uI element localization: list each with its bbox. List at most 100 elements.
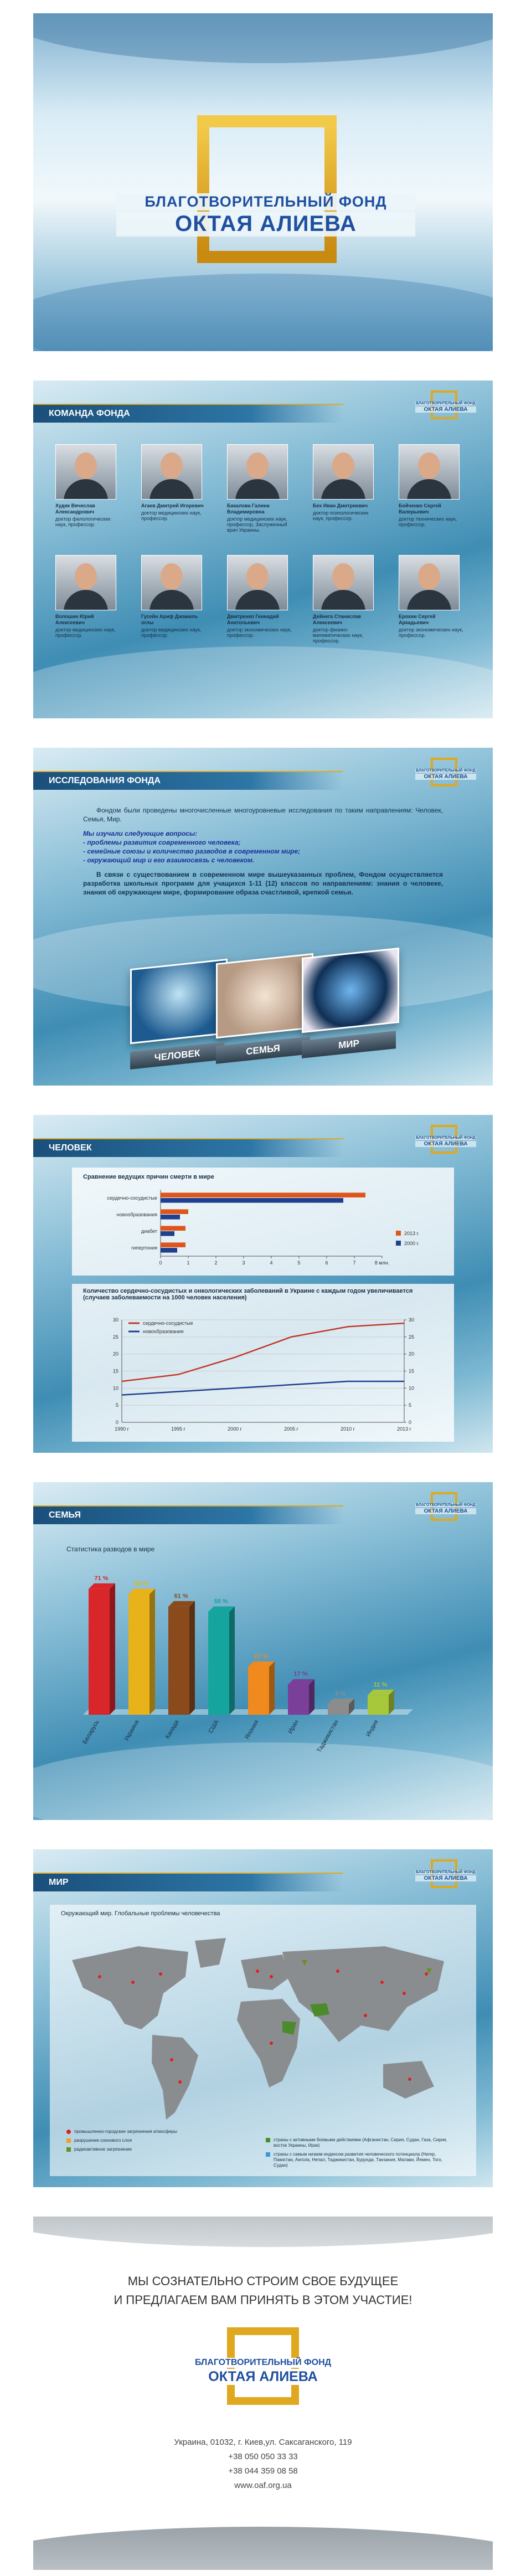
radiation-marks [302, 1960, 432, 1974]
slide-title: КОМАНДА ФОНДА [49, 409, 130, 418]
y-tick-label: новообразования [117, 1212, 157, 1217]
paragraph: В связи с существованием в современном м… [83, 871, 443, 896]
card-label: ЧЕЛОВЕК [130, 1042, 224, 1070]
team-member: Бакалова Галина Владимировна доктор медиц… [227, 444, 293, 533]
member-name: Бакалова Галина Владимировна [227, 503, 270, 515]
legend-label: новообразования [143, 1329, 183, 1334]
photo-head [332, 453, 354, 479]
photo-body [64, 590, 108, 610]
legend-label: 2013 г. [404, 1231, 419, 1236]
dot [131, 1981, 135, 1984]
slogan-line: И ПРЕДЛАГАЕМ ВАМ ПРИНЯТЬ В ЭТОМ УЧАСТИЕ! [114, 2293, 412, 2307]
photo-head [246, 563, 269, 590]
photo-head [246, 453, 269, 479]
bar-top [208, 1606, 235, 1612]
dot [364, 2014, 367, 2017]
legend: промышленно-городские загрязнения атмосф… [66, 2129, 205, 2156]
x-tick-label: США [208, 1719, 220, 1735]
photo [313, 555, 374, 610]
family-slide: СЕМЬЯ БЛАГОТВОРИТЕЛЬНЫЙ ФОНД ОКТАЯ АЛИЕВА… [33, 1482, 493, 1820]
line-series [121, 1322, 405, 1382]
y-tick-label: гипертония [131, 1245, 157, 1251]
bar-side [149, 1588, 155, 1715]
slide-header: КОМАНДА ФОНДА [33, 404, 343, 423]
world-slide: МИР БЛАГОТВОРИТЕЛЬНЫЙ ФОНД ОКТАЯ АЛИЕВА О… [33, 1849, 493, 2187]
member-name: Бойченко Сергей Валерьевич [399, 503, 441, 515]
swoosh [33, 2217, 493, 2247]
photo-head [161, 453, 183, 479]
value-label: 68 % [134, 1580, 148, 1587]
question: - окружающий мир и его взаимосвязь с чел… [83, 856, 255, 864]
value-label: 17 % [293, 1671, 307, 1678]
logo-small: БЛАГОТВОРИТЕЛЬНЫЙ ФОНД ОКТАЯ АЛИЕВА [415, 1859, 476, 1894]
chart-panel [72, 1284, 454, 1442]
value-label: 71 % [94, 1575, 108, 1582]
photo [141, 555, 202, 610]
legend-label: разрушение озонового слоя [74, 2138, 132, 2143]
photo-body [407, 479, 451, 499]
phone: +38 050 050 33 33 [228, 2452, 298, 2461]
region [282, 2021, 296, 2035]
question: - проблемы развития современного человек… [83, 839, 241, 846]
member-desc: доктор технических наук, профессор. [399, 516, 457, 527]
logo-line1: БЛАГОТВОРИТЕЛЬНЫЙ ФОНД [415, 1503, 476, 1507]
continent [241, 1955, 289, 1990]
x-tick-label: Беларусь [81, 1719, 101, 1745]
slide-header: ИССЛЕДОВАНИЯ ФОНДА [33, 771, 343, 790]
y-tick-label: 20 [113, 1351, 118, 1357]
continents [72, 1938, 444, 2120]
y2-tick-label: 10 [409, 1385, 414, 1391]
x-tick-label: Индия [365, 1719, 380, 1737]
research-text: Фондом были проведены многочисленные мно… [83, 806, 443, 897]
y2-tick-label: 15 [409, 1369, 414, 1374]
legend-icon [66, 2138, 71, 2143]
logo-line1: БЛАГОТВОРИТЕЛЬНЫЙ ФОНД [116, 193, 415, 210]
dot [178, 2080, 182, 2084]
bar-side [349, 1698, 354, 1715]
photo-head [75, 453, 97, 479]
dot [336, 1970, 339, 1973]
photo-body [149, 479, 194, 499]
bar-top [248, 1661, 275, 1667]
team-member: Бойченко Сергей Валерьевич доктор техниче… [399, 444, 465, 527]
value-label: 6 % [336, 1690, 346, 1697]
dot [270, 1975, 273, 1978]
photo-body [64, 479, 108, 499]
legend-item: промышленно-городские загрязнения атмосф… [66, 2129, 205, 2135]
legend-label: сердечно-сосудистые [143, 1320, 193, 1326]
bar [161, 1242, 185, 1247]
logo-line2: ОКТАЯ АЛИЕВА [415, 407, 476, 413]
member-desc: доктор физико-математических наук, профе… [313, 627, 364, 644]
slogan: МЫ СОЗНАТЕЛЬНО СТРОИМ СВОЕ БУДУЩЕЕ И ПРЕ… [33, 2272, 493, 2310]
logo-small: БЛАГОТВОРИТЕЛЬНЫЙ ФОНД ОКТАЯ АЛИЕВА [415, 1125, 476, 1159]
research-slide: ИССЛЕДОВАНИЯ ФОНДА БЛАГОТВОРИТЕЛЬНЫЙ ФОН… [33, 748, 493, 1086]
logo-line2: ОКТАЯ АЛИЕВА [152, 2369, 374, 2385]
y2-tick-label: 20 [409, 1351, 414, 1357]
logo-frame [197, 115, 337, 263]
bar [161, 1231, 174, 1236]
y-tick-label: 10 [113, 1385, 118, 1391]
bar-side [269, 1661, 275, 1715]
y-tick-label: 5 [116, 1402, 118, 1408]
line-series [121, 1380, 404, 1396]
question: - семейные союзы и количество разводов в… [83, 847, 301, 855]
photo-body [149, 590, 194, 610]
x-tick-label: 2005 г [284, 1426, 299, 1432]
swoosh [33, 2527, 493, 2570]
bar [328, 1704, 349, 1715]
wave [33, 274, 493, 351]
bar [161, 1226, 185, 1231]
member-desc: доктор медицинских наук, профессор. [141, 510, 202, 521]
dot [98, 1975, 101, 1978]
x-tick-label: 1 [187, 1260, 189, 1266]
photo [227, 555, 288, 610]
legend-label: радиоактивное загрязнение [74, 2147, 132, 2152]
member-name: Бех Иван Дмитриевич [313, 503, 368, 508]
logo-line1: БЛАГОТВОРИТЕЛЬНЫЙ ФОНД [415, 1870, 476, 1874]
dot [159, 1972, 162, 1976]
card-image [130, 958, 228, 1045]
slide-title: МИР [49, 1878, 69, 1887]
member-name: Худяк Вячеслав Александрович [55, 503, 95, 515]
bar [161, 1248, 177, 1253]
chart-title: Сравнение ведущих причин смерти в мире [83, 1174, 214, 1180]
